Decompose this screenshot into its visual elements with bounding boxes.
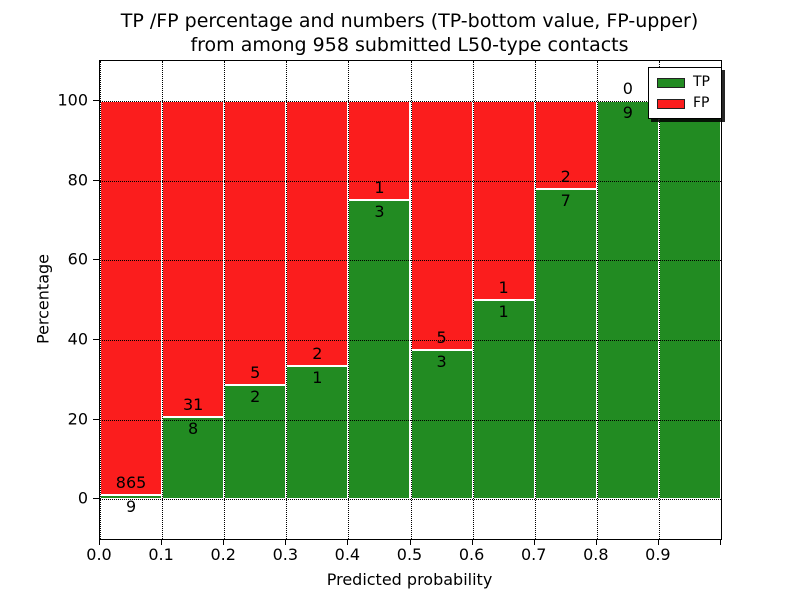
y-tick-mark-20 <box>93 418 99 420</box>
fp-count-label-0.6-0.7: 1 <box>498 278 509 297</box>
bar-tp-0.8-0.9 <box>596 100 659 500</box>
bar-tp-0.7-0.8 <box>534 189 597 500</box>
gridline-y-40 <box>100 339 721 341</box>
tp-count-label-0.3-0.4: 1 <box>312 368 323 388</box>
plot-area: 86593185221135311270903 TP FP <box>99 60 722 540</box>
tp-count-label-0.7-0.8: 7 <box>560 191 571 211</box>
bar-fp-0.1-0.2 <box>162 100 225 418</box>
fp-count-label-0.5-0.6: 5 <box>436 327 447 347</box>
x-tick-label-0.9: 0.9 <box>645 545 671 564</box>
gridline-y-80 <box>100 180 721 182</box>
bar-tp-0.9-1.0 <box>658 100 721 500</box>
gridline-y-0 <box>100 499 721 501</box>
gridline-y-100 <box>100 100 721 102</box>
y-tick-label-60: 60 <box>67 249 88 269</box>
tp-count-label-0.5-0.6: 3 <box>436 351 447 371</box>
y-tick-label-40: 40 <box>67 329 88 349</box>
gridline-x-0.2 <box>224 61 226 539</box>
x-tick-mark-0.5 <box>409 539 411 545</box>
x-tick-label-0.0: 0.0 <box>86 545 112 564</box>
tp-count-label-0.4-0.5: 3 <box>374 202 385 222</box>
tp-count-label-0.8-0.9: 9 <box>622 102 633 122</box>
gridline-x-0.5 <box>410 61 412 539</box>
fp-count-label-0.1-0.2: 31 <box>182 395 204 415</box>
legend-label-fp: FP <box>693 95 710 111</box>
bar-fp-0.7-0.8 <box>534 100 597 190</box>
bar-fp-0.2-0.3 <box>224 100 287 386</box>
x-tick-label-0.7: 0.7 <box>520 545 547 564</box>
bar-fp-0.4-0.5 <box>348 100 411 201</box>
fp-count-label-0.4-0.5: 1 <box>374 178 385 198</box>
tp-color-swatch <box>657 77 685 88</box>
x-axis-label: Predicted probability <box>326 570 493 589</box>
x-tick-mark-0 <box>99 539 100 545</box>
x-tick-label-0.8: 0.8 <box>583 545 609 564</box>
x-tick-label-0.2: 0.2 <box>210 545 236 564</box>
x-tick-label-0.4: 0.4 <box>334 545 361 564</box>
x-tick-label-0.5: 0.5 <box>396 545 423 564</box>
bar-fp-0.3-0.4 <box>286 100 349 367</box>
bar-tp-0.5-0.6 <box>410 349 473 500</box>
gridline-y-20 <box>100 419 721 421</box>
bar-tp-0.6-0.7 <box>472 300 535 500</box>
y-tick-mark-40 <box>93 338 99 340</box>
chart-title-line1: TP /FP percentage and numbers (TP-bottom… <box>120 10 699 32</box>
x-tick-mark-1 <box>720 539 721 545</box>
legend-item-tp: TP <box>657 75 717 90</box>
fp-count-label-0.2-0.3: 5 <box>250 363 261 383</box>
gridline-x-0.7 <box>534 61 536 539</box>
tp-count-label-0.6-0.7: 1 <box>498 302 509 321</box>
fp-count-label-0.7-0.8: 2 <box>560 167 571 187</box>
gridline-x-0 <box>100 61 101 539</box>
fp-count-label-0.3-0.4: 2 <box>312 344 323 364</box>
y-axis-label: Percentage <box>33 253 53 345</box>
y-tick-label-80: 80 <box>67 170 88 189</box>
bar-fp-0.6-0.7 <box>472 100 535 300</box>
y-tick-label-20: 20 <box>67 409 88 428</box>
legend: TP FP <box>648 67 722 119</box>
bar-tp-0.3-0.4 <box>286 366 349 500</box>
x-tick-mark-0.6 <box>471 539 473 545</box>
y-tick-label-0: 0 <box>77 488 88 508</box>
x-tick-mark-0.7 <box>533 539 535 545</box>
x-tick-mark-0.1 <box>161 539 163 545</box>
x-tick-label-0.3: 0.3 <box>272 545 299 564</box>
x-tick-mark-0.3 <box>285 539 287 545</box>
gridline-x-0.3 <box>286 61 288 539</box>
fp-count-label-0.8-0.9: 0 <box>622 78 633 98</box>
gridline-x-0.9 <box>658 61 660 539</box>
bar-tp-0.4-0.5 <box>348 200 411 500</box>
y-tick-mark-100 <box>93 99 99 101</box>
bar-tp-0.2-0.3 <box>224 385 287 500</box>
tp-count-label-0.1-0.2: 8 <box>188 419 199 439</box>
gridline-y-60 <box>100 260 721 262</box>
gridline-x-0.8 <box>596 61 598 539</box>
x-tick-label-0.1: 0.1 <box>148 545 174 564</box>
y-tick-mark-0 <box>93 498 99 500</box>
x-tick-mark-0.2 <box>223 539 225 545</box>
y-tick-label-100: 100 <box>57 90 88 110</box>
legend-label-tp: TP <box>693 74 710 90</box>
legend-item-fp: FP <box>657 96 717 111</box>
gridline-x-0.1 <box>162 61 164 539</box>
fp-color-swatch <box>657 98 685 109</box>
bar-fp-0.5-0.6 <box>410 100 473 350</box>
gridline-x-0.4 <box>348 61 350 539</box>
fp-count-label-0.0-0.1: 865 <box>115 473 147 493</box>
bar-fp-0.0-0.1 <box>100 100 163 496</box>
tp-count-label-0.2-0.3: 2 <box>250 387 261 407</box>
x-tick-mark-0.8 <box>595 539 597 545</box>
x-tick-mark-0.9 <box>657 539 659 545</box>
x-tick-mark-0.4 <box>347 539 349 545</box>
y-tick-mark-60 <box>93 259 99 261</box>
gridline-x-0.6 <box>472 61 474 539</box>
tp-count-label-0.0-0.1: 9 <box>125 497 137 517</box>
y-tick-mark-80 <box>93 179 99 181</box>
chart-title-line2: from among 958 submitted L50-type contac… <box>190 34 629 56</box>
x-tick-label-0.6: 0.6 <box>458 545 485 564</box>
